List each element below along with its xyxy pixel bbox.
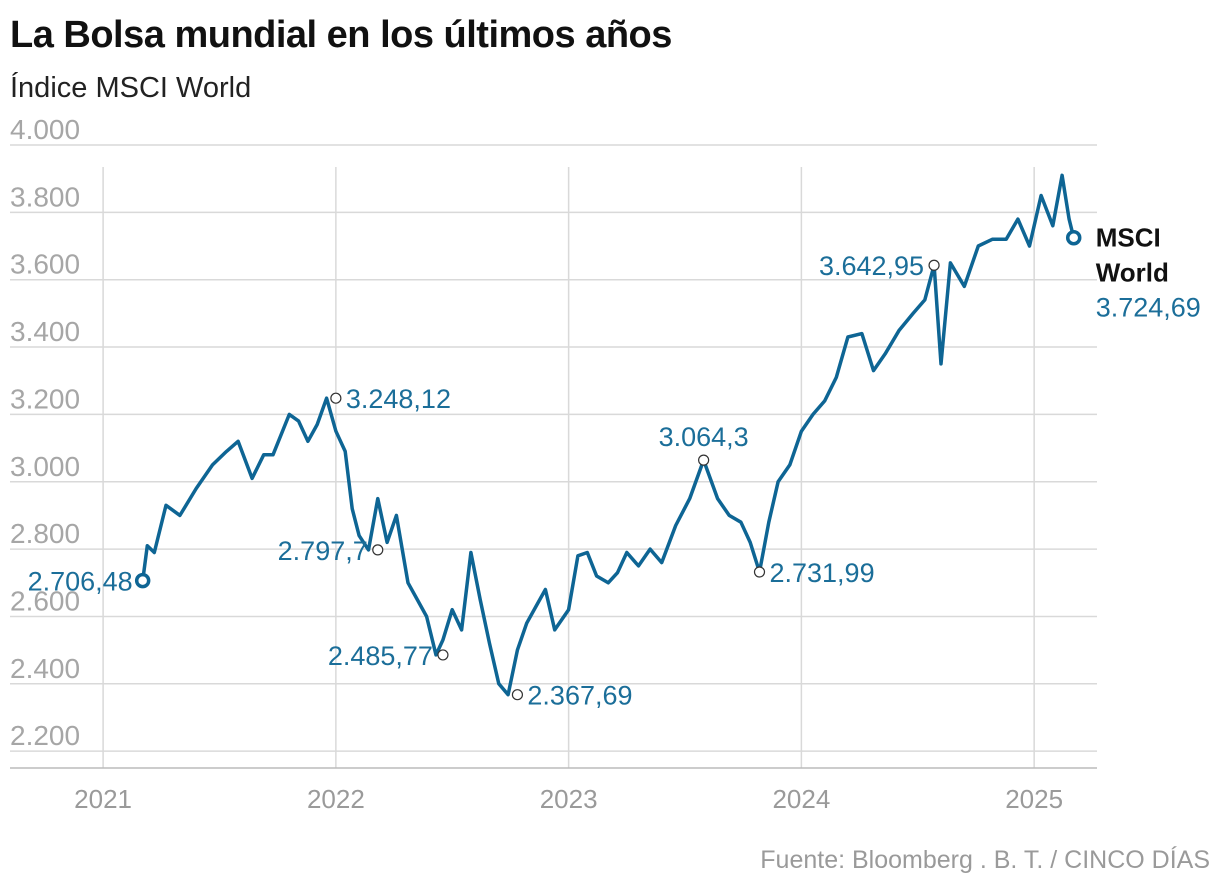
annotation-marker [511, 689, 524, 701]
annotation-label: 3.642,95 [819, 251, 924, 281]
annotation-marker [928, 259, 940, 271]
annotation-label: 3.248,12 [346, 384, 451, 414]
y-tick-label: 3.600 [10, 249, 80, 280]
y-tick-label: 2.200 [10, 720, 80, 751]
x-tick-label: 2024 [772, 784, 830, 814]
annotation-marker [753, 566, 766, 578]
y-tick-label: 3.000 [10, 451, 80, 482]
y-tick-label: 4.000 [10, 114, 80, 145]
annotation-marker [134, 572, 151, 589]
x-tick-label: 2023 [540, 784, 598, 814]
chart-title: La Bolsa mundial en los últimos años [10, 14, 672, 56]
end-marker [1065, 229, 1082, 246]
annotation-label: 2.706,48 [28, 567, 133, 597]
source-note: Fuente: Bloomberg . B. T. / CINCO DÍAS [760, 846, 1210, 874]
y-tick-label: 2.800 [10, 518, 80, 549]
series-layer [140, 173, 1076, 697]
annotation-label: 3.064,3 [659, 422, 749, 452]
annotation-layer: 2.706,48 3.248,12 2.797,7 2.485,77 2.367,69 3… [28, 223, 1201, 711]
annotation-marker [437, 649, 449, 661]
x-tick-label: 2021 [74, 784, 132, 814]
y-tick-label: 3.400 [10, 316, 80, 347]
y-tick-label: 2.600 [10, 585, 80, 616]
y-tick-label: 3.200 [10, 383, 80, 414]
annotation-marker [698, 454, 710, 466]
annotation-label: 2.731,99 [769, 558, 874, 588]
axis-layer: 2.200 2.400 2.600 2.800 3.000 3.200 3.400 3.600… [10, 114, 1097, 814]
y-tick-label: 3.800 [10, 181, 80, 212]
end-label-value: 3.724,69 [1096, 293, 1201, 323]
chart-subtitle: Índice MSCI World [10, 72, 252, 104]
x-tick-label: 2025 [1005, 784, 1063, 814]
annotation-label: 2.367,69 [527, 681, 632, 711]
annotation-label: 2.485,77 [328, 641, 433, 671]
grid-layer [10, 144, 1097, 768]
series-line-msci-world [140, 173, 1076, 697]
x-tick-label: 2022 [307, 784, 365, 814]
annotation-label: 2.797,7 [278, 536, 368, 566]
end-label-name: MSCI [1096, 223, 1161, 253]
annotation-marker [330, 392, 342, 404]
y-tick-label: 2.400 [10, 653, 80, 684]
end-label-name: World [1096, 258, 1169, 288]
annotation-marker [372, 544, 384, 556]
